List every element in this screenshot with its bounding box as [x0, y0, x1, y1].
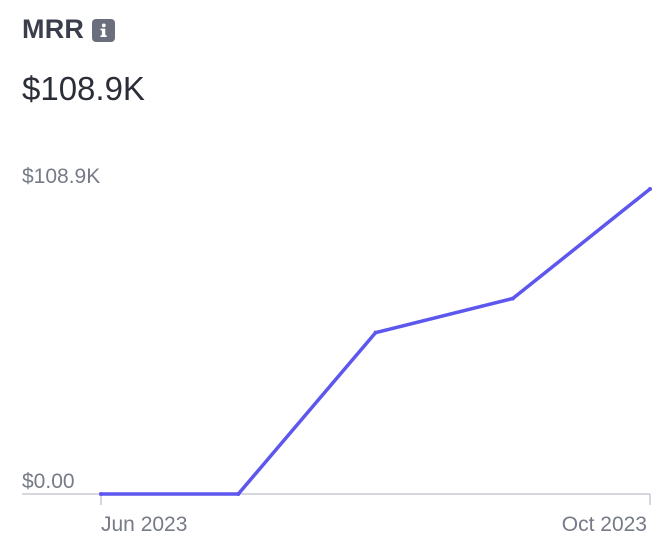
data-point[interactable] — [648, 187, 652, 191]
metric-title: MRR — [22, 14, 85, 44]
mrr-series-line — [99, 187, 652, 496]
info-icon[interactable] — [92, 19, 116, 42]
title-row: MRR — [22, 14, 116, 45]
metric-value: $108.9K — [22, 70, 145, 107]
data-point[interactable] — [510, 296, 515, 301]
y-tick-label-max: $108.9K — [22, 165, 100, 188]
data-point[interactable] — [236, 492, 241, 496]
data-point[interactable] — [373, 330, 378, 335]
data-point[interactable] — [99, 492, 103, 496]
series-layer — [99, 187, 652, 496]
y-tick-label-min: $0.00 — [22, 470, 75, 493]
x-tick-label-end: Oct 2023 — [562, 513, 647, 536]
info-glyph — [100, 23, 107, 37]
x-tick-label-start: Jun 2023 — [101, 513, 187, 536]
